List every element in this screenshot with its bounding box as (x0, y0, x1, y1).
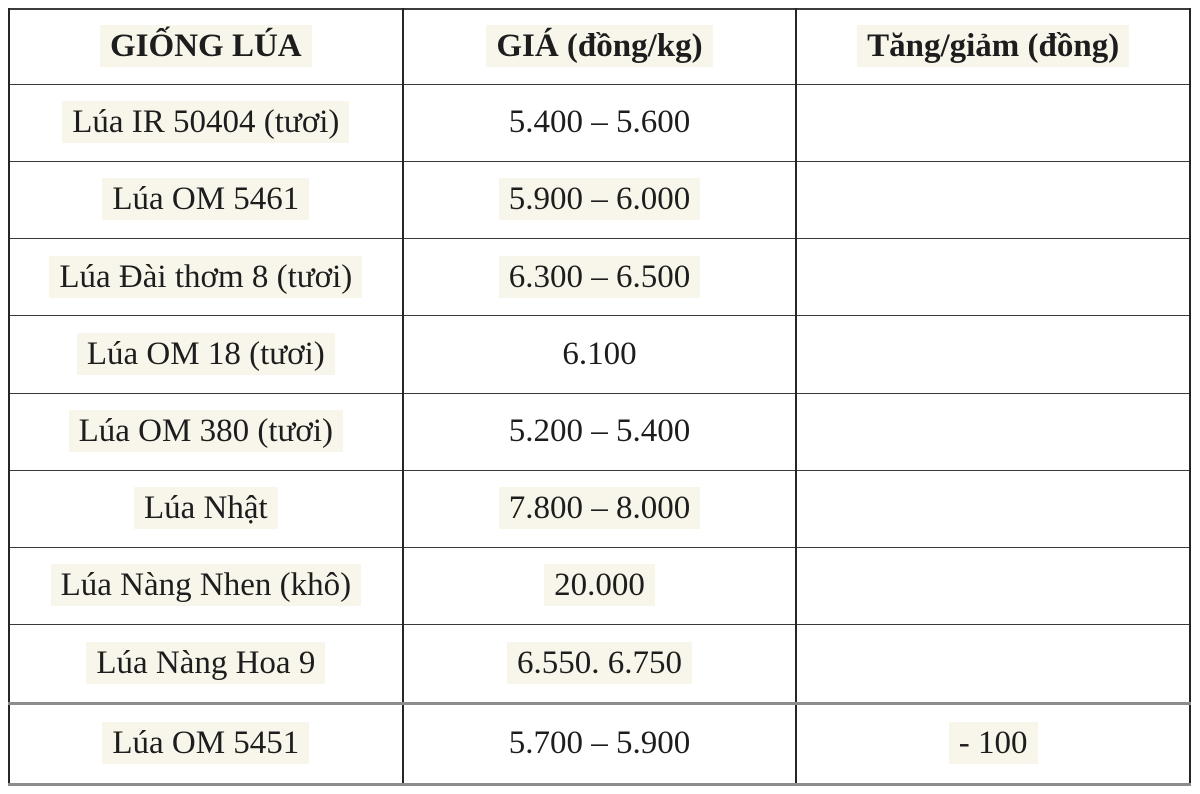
col-header-price: GIÁ (đồng/kg) (401, 8, 798, 85)
change-cell (795, 83, 1191, 163)
price-cell: 7.800 – 8.000 (401, 469, 798, 548)
price-cell: 5.700 – 5.900 (401, 702, 798, 785)
price-text: 6.300 – 6.500 (498, 255, 701, 298)
price-text: 5.700 – 5.900 (508, 725, 691, 762)
change-cell (795, 469, 1191, 548)
variety-cell: Lúa Đài thơm 8 (tươi) (8, 238, 404, 317)
price-cell: 20.000 (401, 546, 798, 625)
rice-price-table: GIỐNG LÚA GIÁ (đồng/kg) Tăng/giảm (đồng)… (8, 8, 1191, 786)
price-cell: 5.200 – 5.400 (401, 392, 798, 471)
variety-cell: Lúa Nhật (8, 469, 404, 548)
col-header-variety: GIỐNG LÚA (8, 8, 404, 85)
variety-text: Lúa OM 380 (tươi) (68, 409, 344, 452)
variety-cell: Lúa OM 380 (tươi) (8, 392, 404, 471)
price-cell: 6.550. 6.750 (401, 623, 798, 705)
price-text: 7.800 – 8.000 (498, 486, 701, 529)
price-text: 5.200 – 5.400 (508, 412, 691, 449)
price-text: 6.550. 6.750 (506, 641, 692, 684)
change-text: - 100 (948, 722, 1038, 765)
table-row: Lúa Nàng Nhen (khô) 20.000 (8, 546, 1191, 625)
price-cell: 6.300 – 6.500 (401, 238, 798, 317)
change-cell (795, 546, 1191, 625)
variety-cell: Lúa OM 5461 (8, 161, 404, 240)
change-cell: - 100 (795, 702, 1191, 785)
variety-text: Lúa OM 5451 (102, 722, 310, 765)
price-cell: 6.100 (401, 315, 798, 394)
change-cell (795, 315, 1191, 394)
change-cell (795, 161, 1191, 240)
price-text: 5.900 – 6.000 (498, 178, 701, 221)
price-text: 6.100 (562, 335, 637, 372)
variety-text: Lúa OM 18 (tươi) (76, 332, 335, 375)
variety-text: Lúa OM 5461 (102, 178, 310, 221)
variety-text: Lúa Nàng Nhen (khô) (50, 564, 362, 607)
table-row: Lúa Nhật 7.800 – 8.000 (8, 469, 1191, 548)
change-cell (795, 392, 1191, 471)
variety-cell: Lúa Nàng Nhen (khô) (8, 546, 404, 625)
table-row: Lúa IR 50404 (tươi) 5.400 – 5.600 (8, 83, 1191, 163)
variety-cell: Lúa Nàng Hoa 9 (8, 623, 404, 705)
variety-text: Lúa IR 50404 (tươi) (62, 101, 350, 144)
change-cell (795, 238, 1191, 317)
variety-cell: Lúa IR 50404 (tươi) (8, 83, 404, 163)
table-row: Lúa OM 5451 5.700 – 5.900 - 100 (8, 702, 1191, 785)
header-row: GIỐNG LÚA GIÁ (đồng/kg) Tăng/giảm (đồng) (8, 8, 1191, 85)
table-row: Lúa OM 5461 5.900 – 6.000 (8, 161, 1191, 240)
variety-text: Lúa Đài thơm 8 (tươi) (49, 255, 363, 298)
variety-text: Lúa Nhật (133, 486, 278, 529)
variety-cell: Lúa OM 5451 (8, 702, 404, 785)
table-row: Lúa OM 18 (tươi) 6.100 (8, 315, 1191, 394)
change-cell (795, 623, 1191, 705)
table-row: Lúa OM 380 (tươi) 5.200 – 5.400 (8, 392, 1191, 471)
variety-text: Lúa Nàng Hoa 9 (86, 641, 326, 684)
col-header-change: Tăng/giảm (đồng) (795, 8, 1191, 85)
table-row: Lúa Đài thơm 8 (tươi) 6.300 – 6.500 (8, 238, 1191, 317)
price-text: 5.400 – 5.600 (508, 104, 691, 141)
price-cell: 5.900 – 6.000 (401, 161, 798, 240)
col-header-variety-text: GIỐNG LÚA (100, 25, 312, 68)
price-cell: 5.400 – 5.600 (401, 83, 798, 163)
col-header-price-text: GIÁ (đồng/kg) (486, 25, 713, 68)
price-text: 20.000 (544, 564, 655, 607)
table-row: Lúa Nàng Hoa 9 6.550. 6.750 (8, 623, 1191, 705)
variety-cell: Lúa OM 18 (tươi) (8, 315, 404, 394)
col-header-change-text: Tăng/giảm (đồng) (857, 25, 1130, 68)
